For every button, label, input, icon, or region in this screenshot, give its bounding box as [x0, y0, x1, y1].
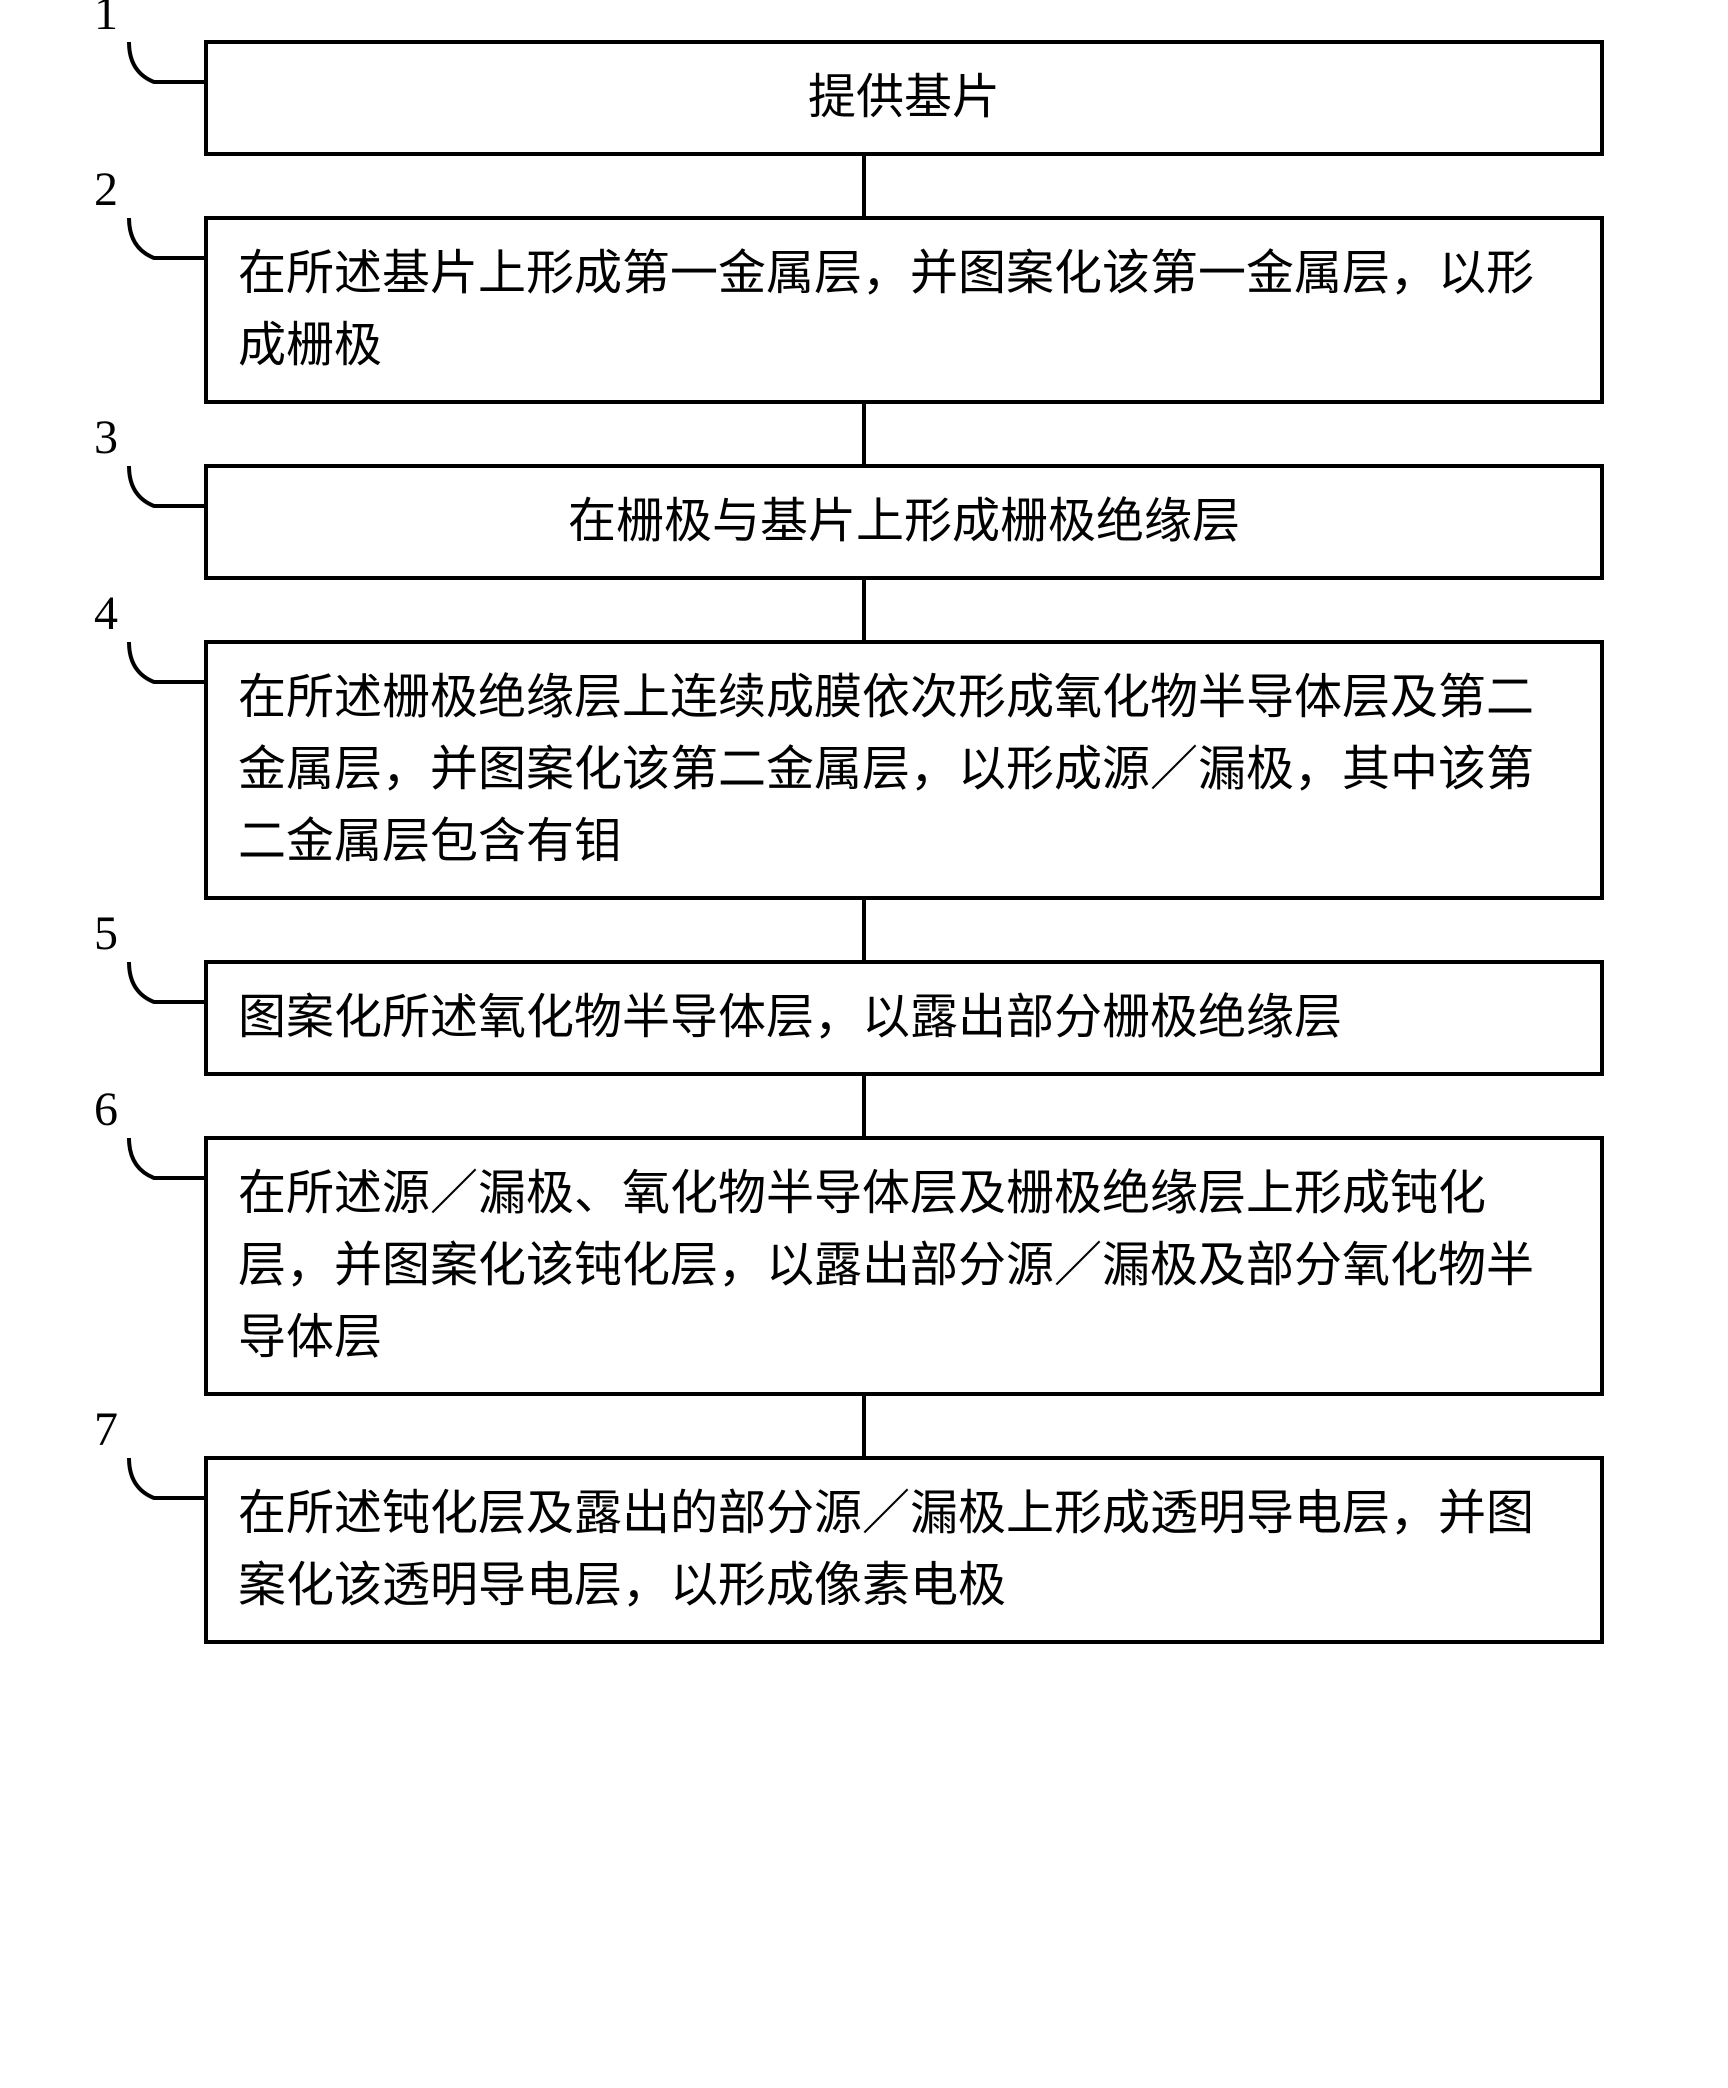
step-5-box: 图案化所述氧化物半导体层，以露出部分栅极绝缘层	[204, 960, 1604, 1076]
step-2-label: 2	[94, 166, 118, 214]
step-2-box: 在所述基片上形成第一金属层，并图案化该第一金属层，以形成栅极	[204, 216, 1604, 404]
connector-1-2	[862, 156, 866, 216]
step-1-label: 1	[94, 0, 118, 38]
step-7-container: 7 在所述钝化层及露出的部分源／漏极上形成透明导电层，并图案化该透明导电层，以形…	[64, 1456, 1664, 1644]
step-6-box: 在所述源／漏极、氧化物半导体层及栅极绝缘层上形成钝化层，并图案化该钝化层，以露出…	[204, 1136, 1604, 1396]
connector-3-4	[862, 580, 866, 640]
step-1-box: 提供基片	[204, 40, 1604, 156]
step-1-container: 1 提供基片	[64, 40, 1664, 156]
step-6-container: 6 在所述源／漏极、氧化物半导体层及栅极绝缘层上形成钝化层，并图案化该钝化层，以…	[64, 1136, 1664, 1396]
step-7-label: 7	[94, 1406, 118, 1454]
step-4-box: 在所述栅极绝缘层上连续成膜依次形成氧化物半导体层及第二金属层，并图案化该第二金属…	[204, 640, 1604, 900]
step-4-pointer	[124, 637, 214, 697]
step-2-container: 2 在所述基片上形成第一金属层，并图案化该第一金属层，以形成栅极	[64, 216, 1664, 404]
step-3-container: 3 在栅极与基片上形成栅极绝缘层	[64, 464, 1664, 580]
step-3-pointer	[124, 461, 214, 521]
step-7-pointer	[124, 1453, 214, 1513]
step-1-pointer	[124, 37, 214, 97]
step-6-pointer	[124, 1133, 214, 1193]
connector-4-5	[862, 900, 866, 960]
connector-6-7	[862, 1396, 866, 1456]
step-4-label: 4	[94, 590, 118, 638]
step-5-container: 5 图案化所述氧化物半导体层，以露出部分栅极绝缘层	[64, 960, 1664, 1076]
step-5-label: 5	[94, 910, 118, 958]
flowchart-container: 1 提供基片 2 在所述基片上形成第一金属层，并图案化该第一金属层，以形成栅极 …	[64, 40, 1664, 1644]
step-6-label: 6	[94, 1086, 118, 1134]
step-3-label: 3	[94, 414, 118, 462]
step-5-pointer	[124, 957, 214, 1017]
connector-2-3	[862, 404, 866, 464]
step-4-container: 4 在所述栅极绝缘层上连续成膜依次形成氧化物半导体层及第二金属层，并图案化该第二…	[64, 640, 1664, 900]
step-7-box: 在所述钝化层及露出的部分源／漏极上形成透明导电层，并图案化该透明导电层，以形成像…	[204, 1456, 1604, 1644]
connector-5-6	[862, 1076, 866, 1136]
step-3-box: 在栅极与基片上形成栅极绝缘层	[204, 464, 1604, 580]
step-2-pointer	[124, 213, 214, 273]
